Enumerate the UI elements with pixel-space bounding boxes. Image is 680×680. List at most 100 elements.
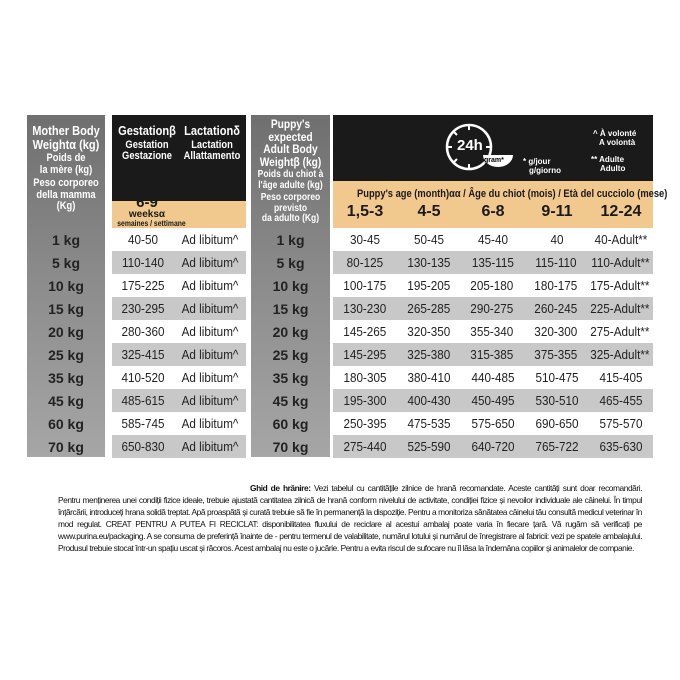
t: g/giorno (529, 166, 561, 175)
puppy-title-fr: Poids du chiot à l'âge adulte (kg) (250, 170, 331, 191)
gestation-value: 485-615 (121, 393, 165, 408)
table-row: 230-295 Ad libitum^ (112, 297, 246, 320)
puppy-feeding-value: 110-Adult** (591, 255, 650, 270)
volonte-legend: ^ À volonté A volontà (593, 129, 636, 147)
weight-label: 15 kg (48, 300, 84, 317)
table-row: 650-830 Ad libitum^ (112, 435, 246, 458)
table-row: 145-295 325-380 315-385 375-355 325-Adult** (333, 343, 653, 366)
weight-label: 70 kg (272, 438, 309, 455)
puppy-feeding-value: 375-355 (533, 347, 577, 362)
gestation-value: 230-295 (121, 301, 165, 316)
puppy-feeding-value: 400-430 (407, 393, 451, 408)
lactation-value: Ad libitum^ (181, 393, 239, 408)
gestation-duration: 6-9 weeksα semaines / settimane (112, 195, 246, 228)
puppy-feeding-value: 135-115 (471, 255, 514, 270)
weight-label: 15 kg (272, 300, 309, 317)
lactation-value: Ad libitum^ (181, 439, 239, 454)
puppy-feeding-value: 415-405 (599, 370, 643, 385)
lactation-value: Ad libitum^ (181, 324, 239, 339)
t: Vezi tabelul cu cantitățile zilnice de h… (58, 483, 643, 553)
puppy-feeding-value: 30-45 (350, 232, 380, 247)
weight-label: 45 kg (272, 392, 309, 409)
weight-label: 1 kg (276, 231, 305, 248)
weight-label: 5 kg (276, 254, 305, 271)
puppy-feeding-value: 180-305 (343, 370, 387, 385)
table-row: 180-305 380-410 440-485 510-475 415-405 (333, 366, 653, 389)
t: la mère (kg) (39, 163, 93, 176)
gestation-value: 280-360 (121, 324, 165, 339)
puppy-feeding-value: 50-45 (414, 232, 444, 247)
t: della mamma (Kg) (36, 188, 96, 213)
table-row: 195-300 400-430 450-495 530-510 465-455 (333, 389, 653, 412)
t: A volontà (599, 138, 636, 147)
table-row: 30-45 50-45 45-40 40 40-Adult** (333, 228, 653, 251)
table-row: 485-615 Ad libitum^ (112, 389, 246, 412)
puppy-feeding-value: 325-380 (406, 347, 450, 362)
age-header-label: Puppy's age (month)αα / Âge du chiot (mo… (357, 188, 668, 200)
table-row: 280-360 Ad libitum^ (112, 320, 246, 343)
age-column-header: 1,5-3 (346, 203, 384, 220)
puppy-feeding-value: 525-590 (407, 439, 451, 454)
weight-label: 60 kg (272, 415, 309, 432)
puppy-feeding-value: 290-275 (470, 301, 514, 316)
lactation-value: Ad libitum^ (181, 416, 239, 431)
t: Allattamento (183, 150, 241, 163)
mother-title-fr: Poids de la mère (kg) (28, 153, 105, 176)
puppy-feeding-value: 440-485 (471, 370, 515, 385)
gestation-value: 40-50 (128, 232, 158, 247)
mother-title-it: Peso corporeo della mamma (Kg) (28, 178, 105, 213)
puppy-feeding-value: 175-Adult** (590, 278, 650, 293)
t: semaines / settimane (117, 219, 186, 228)
puppy-feeding-value: 225-Adult** (590, 301, 650, 316)
gestation-value: 585-745 (121, 416, 165, 431)
table-row: 110-140 Ad libitum^ (112, 251, 246, 274)
puppy-feeding-value: 320-350 (406, 324, 450, 339)
t: ^ À volonté (593, 129, 637, 138)
feeding-guide-note: Ghid de hrănire: Vezi tabelul cu cantită… (58, 482, 642, 554)
puppy-feeding-value: 765-722 (535, 439, 579, 454)
puppy-feeding-value: 40-Adult** (594, 232, 648, 247)
t: Adult Body (263, 142, 318, 157)
age-column-header: 9-11 (541, 203, 573, 220)
t: Lactationδ (184, 123, 240, 138)
lactation-value: Ad libitum^ (181, 301, 239, 316)
puppy-feeding-value: 315-385 (470, 347, 514, 362)
t: weeksα (128, 209, 166, 220)
lactation-header: Lactationδ Lactation Allattamento (181, 124, 242, 163)
puppy-feeding-value: 130-230 (343, 301, 387, 316)
mother-feeding-rows: 40-50 Ad libitum^ 110-140 Ad libitum^ 175-22… (112, 228, 246, 458)
adult-legend: ** Adulte Adulto (591, 155, 625, 173)
clock-label: 24h (457, 137, 483, 154)
puppy-feeding-value: 45-40 (478, 232, 508, 247)
puppy-feeding-value: 575-650 (471, 416, 515, 431)
t: Puppy's expected (268, 117, 313, 144)
puppy-feeding-value: 130-135 (407, 255, 451, 270)
puppy-feeding-value: 450-495 (471, 393, 515, 408)
gestation-header: Gestationβ Gestation Gestazione (117, 124, 177, 163)
age-columns: 1,5-3 4-5 6-8 9-11 12-24 (333, 203, 653, 221)
weight-label: 35 kg (272, 369, 309, 386)
weight-label: 45 kg (48, 392, 84, 409)
t: da adulto (Kg) (261, 213, 320, 225)
puppy-feeding-value: 465-455 (599, 393, 643, 408)
weight-label: 10 kg (272, 277, 309, 294)
gestation-value: 325-415 (121, 347, 165, 362)
puppy-feeding-value: 575-570 (599, 416, 643, 431)
puppy-feeding-value: 80-125 (346, 255, 384, 270)
table-row: 585-745 Ad libitum^ (112, 412, 246, 435)
lactation-value: Ad libitum^ (181, 232, 239, 247)
puppy-feeding-value: 510-475 (535, 370, 579, 385)
puppy-title: Puppy's expected Adult Body Weightβ (kg) (250, 118, 331, 168)
gram-legend: * g/jour g/giorno (523, 157, 561, 175)
age-column-header: 4-5 (417, 203, 441, 220)
weight-label: 35 kg (48, 369, 84, 386)
t: Gestazione (122, 150, 172, 163)
gestation-lactation-header: Gestationβ Gestation Gestazione Lactatio… (112, 115, 246, 201)
table-row: 40-50 Ad libitum^ (112, 228, 246, 251)
puppy-feeding-value: 325-Adult** (590, 347, 650, 362)
weight-label: 70 kg (48, 438, 84, 455)
weight-label: 60 kg (48, 415, 84, 432)
t: Ghid de hrănire: (250, 483, 311, 493)
mother-weight-list: 1 kg 5 kg 10 kg 15 kg 20 kg 25 kg 35 kg 45 kg 60… (27, 228, 105, 458)
puppy-feeding-value: 640-720 (471, 439, 515, 454)
